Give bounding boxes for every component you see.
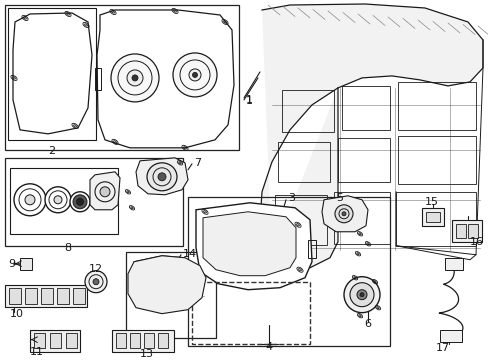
Bar <box>112 330 174 352</box>
Bar <box>274 195 326 245</box>
Bar <box>95 68 101 90</box>
Text: 2: 2 <box>48 146 56 156</box>
Ellipse shape <box>334 205 352 223</box>
Ellipse shape <box>356 290 366 300</box>
Bar <box>307 240 315 258</box>
Bar <box>50 333 61 348</box>
Bar <box>41 288 53 304</box>
Bar <box>116 333 126 348</box>
Polygon shape <box>203 212 295 276</box>
Bar <box>8 8 96 140</box>
Ellipse shape <box>14 184 46 216</box>
Bar <box>333 192 389 244</box>
Text: 13: 13 <box>140 348 154 359</box>
Ellipse shape <box>359 293 363 297</box>
Bar <box>192 282 309 344</box>
Bar <box>278 142 329 182</box>
Polygon shape <box>321 196 367 232</box>
Bar <box>444 258 462 270</box>
Text: 5: 5 <box>335 193 342 203</box>
Bar <box>395 192 475 246</box>
Ellipse shape <box>76 198 83 205</box>
Bar <box>421 208 443 226</box>
Bar <box>187 197 389 346</box>
Bar <box>57 288 69 304</box>
Ellipse shape <box>45 187 71 213</box>
Ellipse shape <box>158 173 165 181</box>
Polygon shape <box>196 203 311 290</box>
Bar <box>455 224 465 238</box>
Ellipse shape <box>127 70 142 86</box>
Bar <box>451 220 481 242</box>
Ellipse shape <box>147 163 177 191</box>
Bar <box>397 82 475 130</box>
Bar <box>30 330 80 352</box>
Text: 14: 14 <box>183 249 197 259</box>
Bar <box>341 86 389 130</box>
Ellipse shape <box>341 212 346 216</box>
Ellipse shape <box>100 187 110 197</box>
Ellipse shape <box>54 196 62 204</box>
Bar <box>439 330 461 342</box>
Polygon shape <box>128 256 205 314</box>
Text: 16: 16 <box>469 237 483 247</box>
Text: 10: 10 <box>10 309 24 319</box>
Bar <box>10 168 118 234</box>
Ellipse shape <box>85 271 107 293</box>
Bar <box>143 333 154 348</box>
Bar <box>73 288 85 304</box>
Text: 4: 4 <box>265 342 272 352</box>
Polygon shape <box>97 10 234 148</box>
Bar <box>5 285 87 307</box>
Ellipse shape <box>192 72 197 77</box>
Bar <box>397 136 475 184</box>
Text: 1: 1 <box>245 96 252 106</box>
Text: 8: 8 <box>64 243 71 253</box>
Text: 9: 9 <box>8 259 15 269</box>
Polygon shape <box>20 258 32 270</box>
Text: 12: 12 <box>89 264 103 274</box>
Bar <box>282 90 333 132</box>
Text: 15: 15 <box>424 197 438 207</box>
Ellipse shape <box>73 195 87 209</box>
Polygon shape <box>13 13 92 134</box>
Polygon shape <box>260 4 482 268</box>
Ellipse shape <box>189 69 201 81</box>
Bar <box>467 224 477 238</box>
Ellipse shape <box>132 75 138 81</box>
Polygon shape <box>136 158 187 195</box>
Bar <box>5 5 239 150</box>
Bar <box>66 333 77 348</box>
Ellipse shape <box>343 277 379 313</box>
Ellipse shape <box>70 192 90 212</box>
Ellipse shape <box>93 279 99 285</box>
Polygon shape <box>90 172 120 210</box>
Ellipse shape <box>349 283 373 307</box>
Ellipse shape <box>25 195 35 205</box>
Bar <box>425 212 439 222</box>
Text: 11: 11 <box>30 347 44 357</box>
Bar <box>158 333 168 348</box>
Bar <box>9 288 21 304</box>
Bar <box>34 333 45 348</box>
Bar <box>130 333 140 348</box>
Bar <box>126 252 216 338</box>
Ellipse shape <box>173 53 217 97</box>
Text: 1: 1 <box>245 95 252 105</box>
Ellipse shape <box>111 54 159 102</box>
Text: 17: 17 <box>435 343 449 353</box>
Text: 7: 7 <box>194 158 201 168</box>
Text: 6: 6 <box>364 319 371 329</box>
Bar <box>25 288 37 304</box>
Bar <box>5 158 183 246</box>
Text: 3: 3 <box>287 193 294 203</box>
Bar <box>337 138 389 182</box>
